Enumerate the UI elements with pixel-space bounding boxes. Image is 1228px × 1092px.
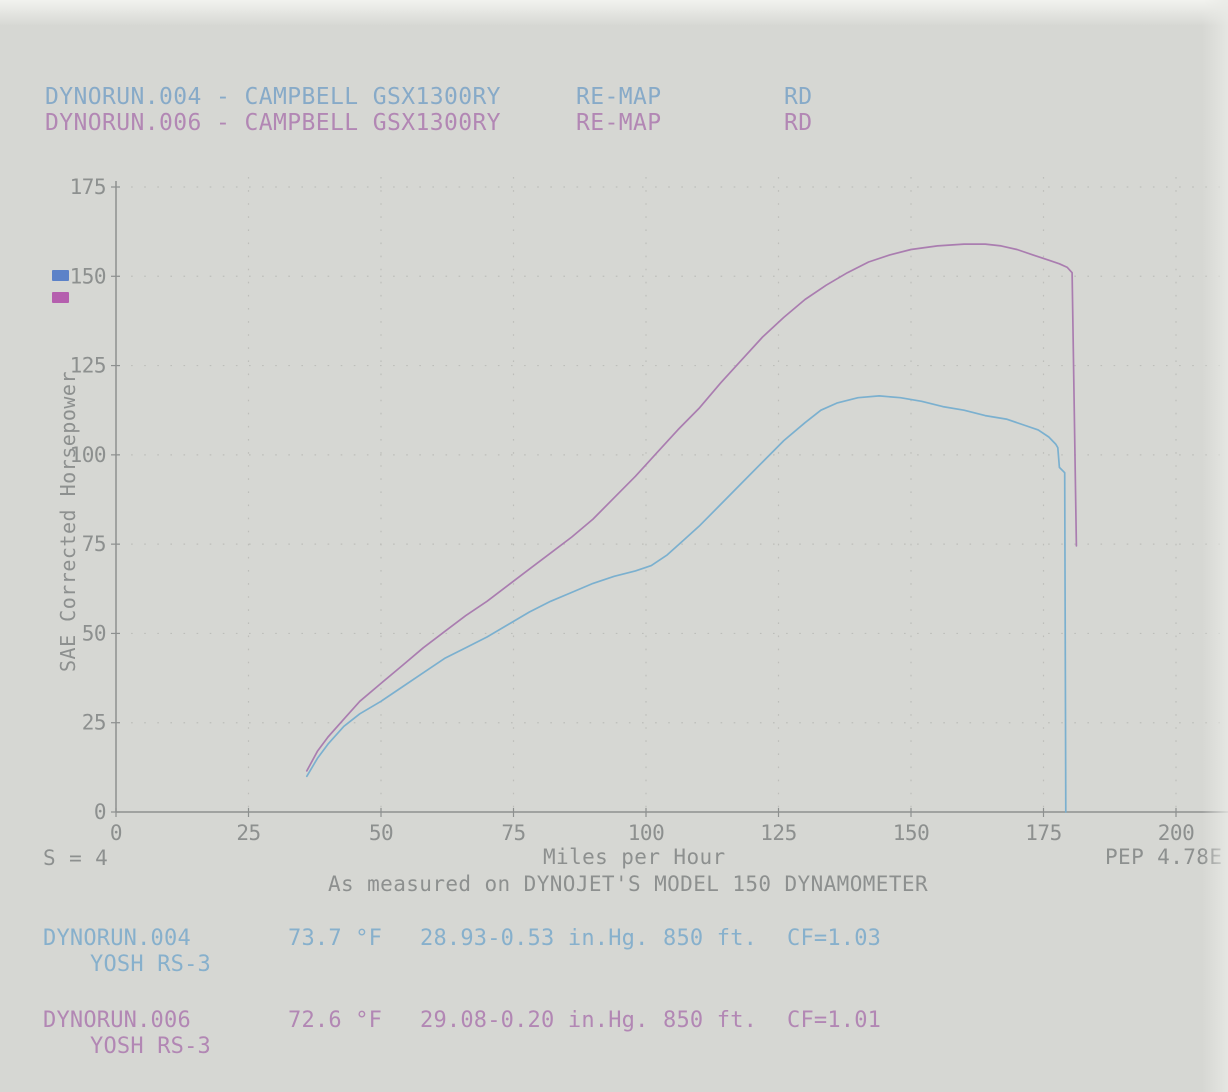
pep-label: PEP 4.78E: [1105, 845, 1223, 869]
y-tick-label-75: 75: [82, 532, 106, 556]
x-tick-label-50: 50: [369, 821, 393, 845]
run-file-label: DYNORUN.006: [45, 110, 202, 136]
x-tick-label-150: 150: [893, 821, 929, 845]
run-subject-label: CAMPBELL GSX1300RY: [244, 84, 501, 110]
y-tick-label-100: 100: [70, 443, 106, 467]
run-info-baro: 28.93-0.53 in.Hg.: [420, 926, 649, 951]
run-info-temp: 72.6 °F: [288, 1008, 383, 1033]
dyno-subtitle: As measured on DYNOJET'S MODEL 150 DYNAM…: [328, 872, 928, 896]
run-info-temp: 73.7 °F: [288, 926, 383, 951]
x-tick-label-75: 75: [501, 821, 525, 845]
run-dash: -: [201, 110, 245, 136]
y-tick-label-0: 0: [94, 800, 106, 824]
x-tick-label-125: 125: [760, 821, 796, 845]
header-run-line-2: DYNORUN.006 - CAMPBELL GSX1300RY: [45, 110, 501, 136]
run-info-altitude: 850 ft.: [663, 1008, 758, 1033]
x-tick-label-200: 200: [1158, 821, 1194, 845]
run-tag-label-1: RD: [784, 84, 813, 110]
x-axis-title: Miles per Hour: [543, 845, 726, 869]
y-tick-label-125: 125: [70, 354, 106, 378]
run-note-label-1: RE-MAP: [576, 84, 662, 110]
y-tick-label-150: 150: [70, 264, 106, 288]
legend-swatch-run-006: [52, 292, 69, 303]
run-dash: -: [201, 84, 245, 110]
legend-swatch-run-004: [52, 270, 69, 281]
x-tick-label-100: 100: [628, 821, 664, 845]
curve-dynorun-004: [305, 395, 1067, 813]
run-info-exhaust: YOSH RS-3: [90, 1034, 212, 1059]
run-info-file: DYNORUN.006: [43, 1008, 191, 1033]
run-info-exhaust: YOSH RS-3: [90, 952, 212, 977]
run-file-label: DYNORUN.004: [45, 84, 202, 110]
speed-scale-label: S = 4: [43, 846, 109, 870]
y-tick-label-175: 175: [70, 175, 106, 199]
y-axis-title: SAE Corrected Horsepower: [56, 371, 80, 672]
run-tag-label-2: RD: [784, 110, 813, 136]
x-tick-label-175: 175: [1025, 821, 1061, 845]
run-note-label-2: RE-MAP: [576, 110, 662, 136]
run-info-cf: CF=1.03: [787, 926, 882, 951]
curve-dynorun-006: [305, 243, 1078, 772]
run-info-baro: 29.08-0.20 in.Hg.: [420, 1008, 649, 1033]
x-tick-label-0: 0: [110, 821, 122, 845]
run-info-cf: CF=1.01: [787, 1008, 882, 1033]
run-info-file: DYNORUN.004: [43, 926, 191, 951]
x-tick-label-25: 25: [236, 821, 260, 845]
header-run-line-1: DYNORUN.004 - CAMPBELL GSX1300RY: [45, 84, 501, 110]
run-subject-label: CAMPBELL GSX1300RY: [244, 110, 501, 136]
y-tick-label-25: 25: [82, 711, 106, 735]
run-info-altitude: 850 ft.: [663, 926, 758, 951]
y-tick-label-50: 50: [82, 621, 106, 645]
